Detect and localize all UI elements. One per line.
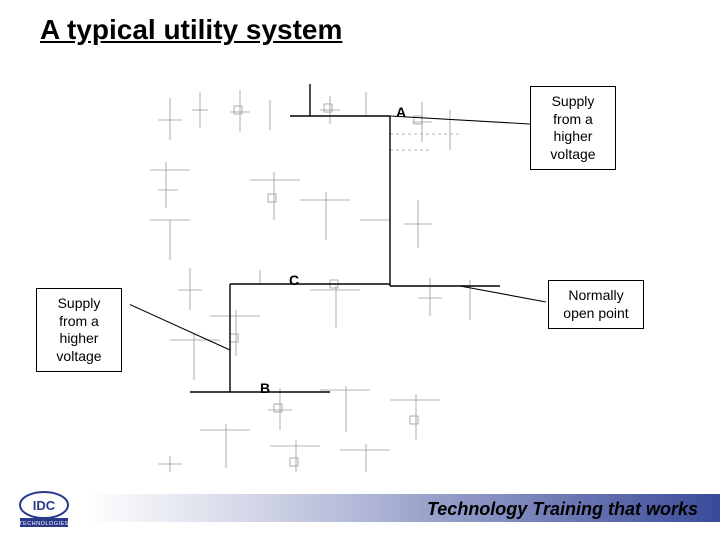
slide-root: A typical utility system Supply from a h… <box>0 0 720 540</box>
utility-diagram: A C B <box>130 80 550 475</box>
logo-icon: IDC TECHNOLOGIES <box>16 490 72 528</box>
logo-text: IDC <box>33 498 56 513</box>
diagram-detail-lines <box>150 90 470 472</box>
diagram-bus-lines <box>190 84 500 392</box>
callout-nop: Normally open point <box>548 280 644 329</box>
node-label-b: B <box>260 380 270 396</box>
node-label-a: A <box>396 104 406 120</box>
node-label-c: C <box>289 272 299 288</box>
logo-subtext: TECHNOLOGIES <box>19 521 69 527</box>
slide-title: A typical utility system <box>40 14 342 46</box>
footer-text: Technology Training that works <box>427 499 698 520</box>
callout-leader-lines <box>130 116 546 350</box>
callout-supply-left: Supply from a higher voltage <box>36 288 122 372</box>
diagram-components <box>230 104 422 466</box>
diagram-svg <box>130 80 550 475</box>
